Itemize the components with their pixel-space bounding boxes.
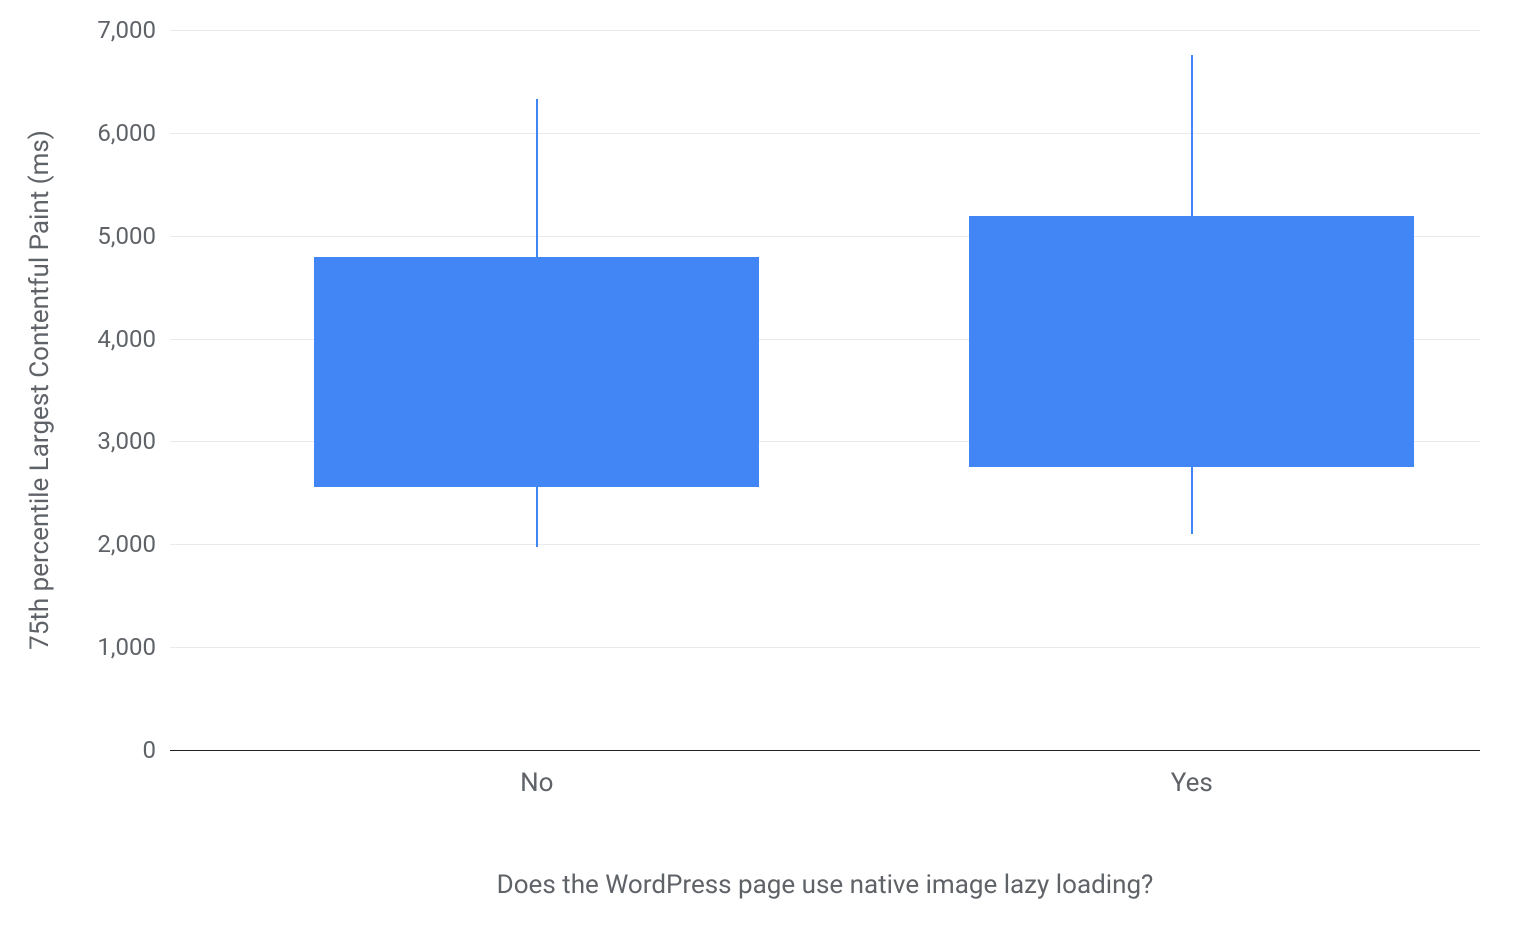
gridline [170, 133, 1480, 134]
y-axis-label: 75th percentile Largest Contentful Paint… [20, 0, 60, 780]
x-axis-label: Does the WordPress page use native image… [170, 870, 1480, 900]
y-tick-label: 2,000 [76, 530, 156, 558]
y-tick-label: 3,000 [76, 427, 156, 455]
plot-area: 01,0002,0003,0004,0005,0006,0007,000NoYe… [170, 30, 1480, 750]
y-tick-label: 0 [76, 736, 156, 764]
box [314, 257, 759, 486]
gridline [170, 30, 1480, 31]
axis-baseline [170, 750, 1480, 751]
y-tick-label: 1,000 [76, 633, 156, 661]
gridline [170, 544, 1480, 545]
x-tick-label: Yes [1171, 768, 1213, 798]
y-axis-label-text: 75th percentile Largest Contentful Paint… [25, 130, 55, 650]
box [969, 216, 1414, 467]
y-tick-label: 6,000 [76, 119, 156, 147]
boxplot-chart: 75th percentile Largest Contentful Paint… [0, 0, 1540, 940]
y-tick-label: 5,000 [76, 222, 156, 250]
x-tick-label: No [520, 768, 553, 798]
y-tick-label: 7,000 [76, 16, 156, 44]
y-tick-label: 4,000 [76, 325, 156, 353]
gridline [170, 647, 1480, 648]
